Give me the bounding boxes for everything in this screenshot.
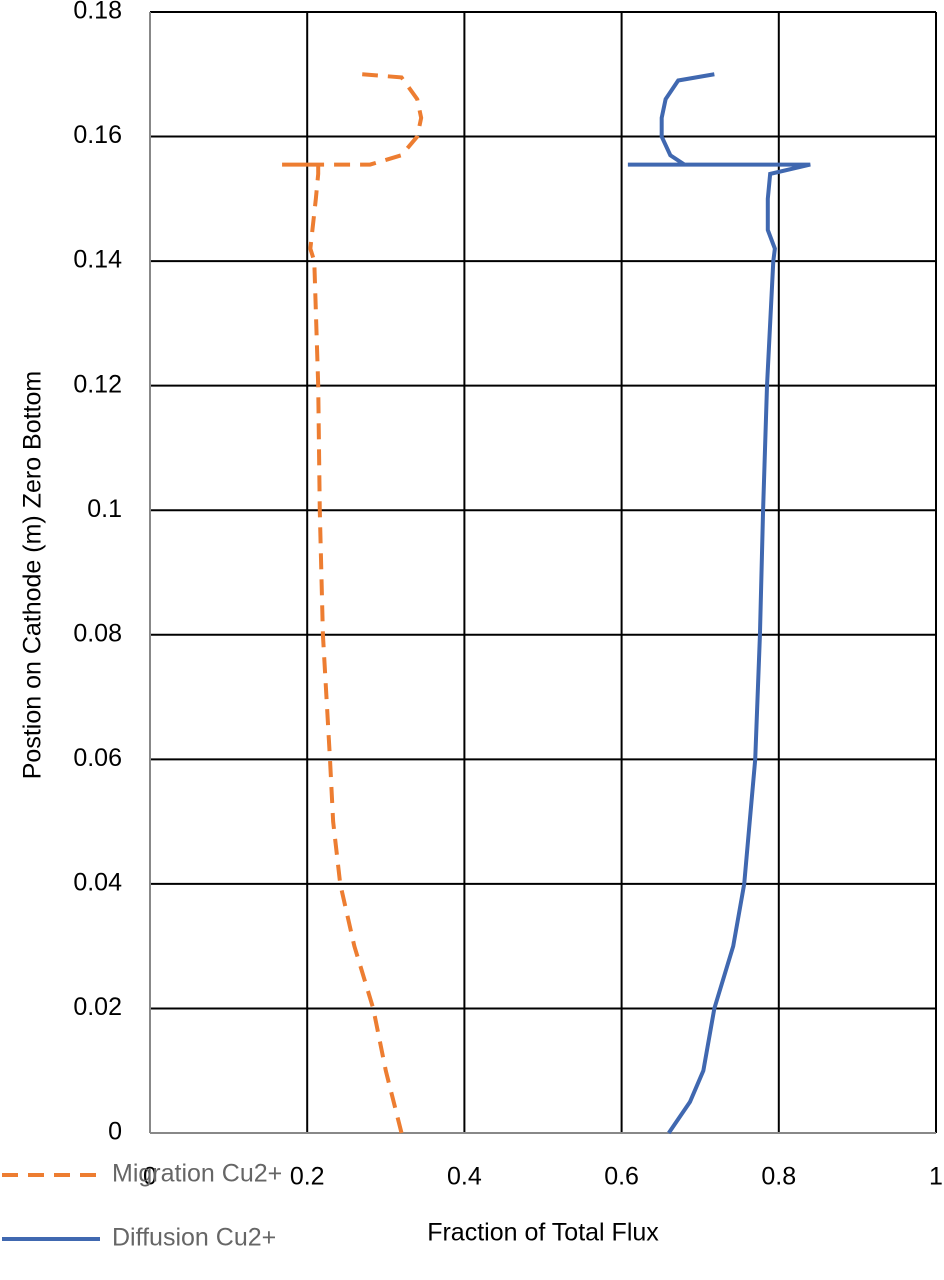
x-axis-label: Fraction of Total Flux	[427, 1219, 659, 1247]
y-tick-label: 0.16	[73, 121, 122, 149]
x-tick-label: 0.6	[604, 1163, 639, 1191]
legend-label: Migration Cu2+	[112, 1160, 282, 1188]
y-tick-label: 0.06	[73, 744, 122, 772]
series-line	[282, 72, 424, 1134]
y-tick-label: 0.08	[73, 619, 122, 647]
x-tick-label: 0.2	[290, 1163, 325, 1191]
legend-label: Diffusion Cu2+	[112, 1224, 276, 1252]
y-tick-label: 0.04	[73, 868, 122, 896]
x-tick-label: 0.4	[447, 1163, 482, 1191]
y-tick-label: 0	[108, 1118, 122, 1146]
y-tick-label: 0.1	[87, 495, 122, 523]
y-tick-label: 0.18	[73, 0, 122, 25]
x-tick-label: 0.8	[761, 1163, 796, 1191]
x-tick-label: 0	[143, 1163, 157, 1191]
y-axis-label: Postion on Cathode (m) Zero Bottom	[19, 371, 47, 780]
series-line	[627, 72, 811, 1135]
y-tick-label: 0.12	[73, 370, 122, 398]
y-tick-label: 0.02	[73, 993, 122, 1021]
y-tick-label: 0.14	[73, 246, 122, 274]
x-tick-label: 1	[929, 1163, 943, 1191]
